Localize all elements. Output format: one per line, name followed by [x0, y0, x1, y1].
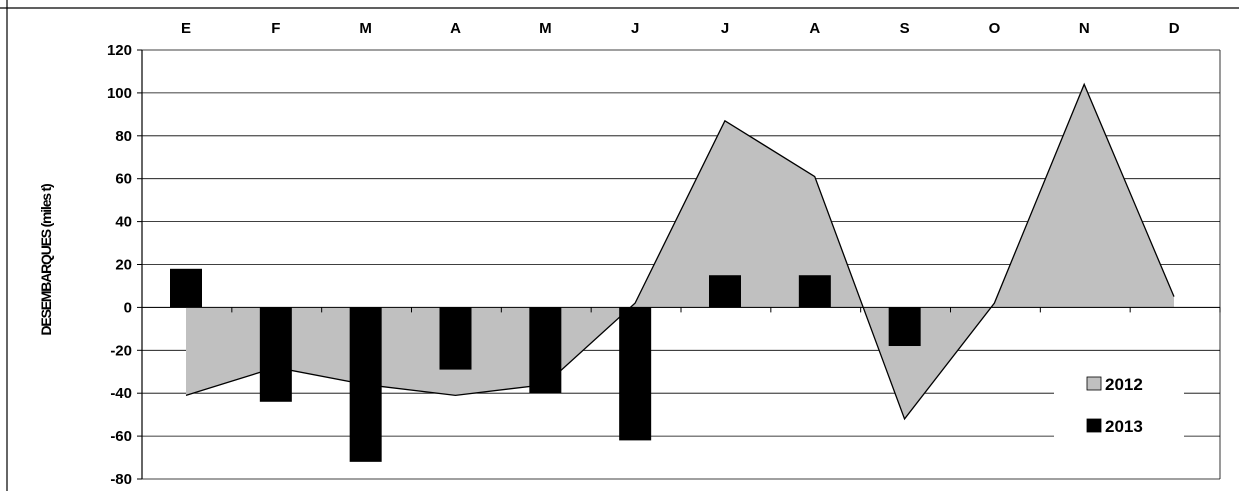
legend-swatch-2012 [1086, 376, 1102, 391]
x-category-label: O [989, 20, 1001, 37]
y-tick-label: -20 [110, 342, 132, 359]
x-category-label: J [721, 20, 729, 37]
axes [137, 49, 1221, 480]
series-2013-bar [259, 307, 292, 402]
x-category-label: S [900, 20, 910, 37]
legend-swatch-2013 [1086, 418, 1102, 433]
legend-label-2012: 2012 [1105, 375, 1143, 394]
x-category-label: A [450, 20, 461, 37]
y-tick-label: 0 [124, 299, 132, 316]
y-tick-labels: 120 100 80 60 40 20 0 -20 -40 -60 -80 [107, 42, 132, 488]
y-tick-label: -60 [110, 428, 132, 445]
y-tick-label: 120 [107, 42, 132, 59]
series-2013-bar [709, 275, 741, 308]
y-tick-label: 20 [115, 257, 132, 274]
x-category-label: F [271, 20, 280, 37]
y-tick-label: 60 [115, 171, 132, 188]
series-2012-area-group [185, 82, 1175, 421]
x-category-label: N [1079, 20, 1090, 37]
series-2012-area [186, 84, 1174, 419]
legend: 2012 2013 [1054, 363, 1184, 441]
legend-box [1054, 363, 1184, 441]
x-category-label: J [631, 20, 639, 37]
gridlines [142, 49, 1221, 480]
series-2013-bar [170, 268, 202, 308]
x-category-label: M [539, 20, 552, 37]
y-tick-label: 80 [115, 128, 132, 145]
y-tick-label: 100 [107, 85, 132, 102]
y-axis-label: DESEMBARQUES (miles t) [38, 184, 54, 335]
series-2013-bars-group [170, 268, 921, 462]
series-2013-bar [349, 307, 382, 462]
x-category-label: D [1169, 20, 1180, 37]
x-category-label: M [359, 20, 372, 37]
legend-label-2013: 2013 [1105, 417, 1143, 436]
x-category-label: A [809, 20, 820, 37]
series-2013-bar [888, 307, 921, 347]
y-tick-label: -80 [110, 471, 132, 488]
series-2013-bar [439, 307, 472, 370]
series-2013-bar [619, 307, 652, 441]
series-2013-bar [529, 307, 562, 394]
y-tick-label: -40 [110, 385, 132, 402]
y-tick-label: 40 [115, 214, 132, 231]
x-category-label: E [181, 20, 191, 37]
series-2013-bar [798, 275, 831, 308]
